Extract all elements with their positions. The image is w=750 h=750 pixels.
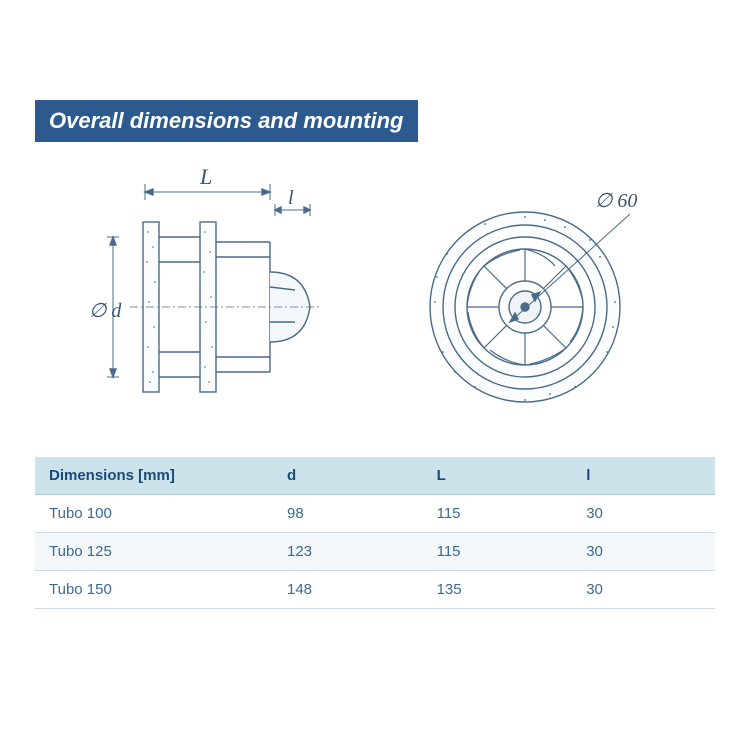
label-diameter: ∅ 60 <box>595 190 637 212</box>
label-d: ∅ d <box>89 300 122 322</box>
cell-name: Tubo 100 <box>35 495 273 533</box>
cell-l: 30 <box>572 533 715 571</box>
cell-L: 135 <box>423 571 573 609</box>
cell-name: Tubo 150 <box>35 571 273 609</box>
table-row: Tubo 100 98 115 30 <box>35 495 715 533</box>
side-view-diagram: L l ∅ d <box>75 162 355 427</box>
col-header-d: d <box>273 457 423 495</box>
cell-d: 98 <box>273 495 423 533</box>
cell-d: 148 <box>273 571 423 609</box>
label-L: L <box>199 164 212 189</box>
cell-d: 123 <box>273 533 423 571</box>
front-view-diagram: ∅ 60 <box>395 162 675 427</box>
section-title: Overall dimensions and mounting <box>35 100 418 142</box>
cell-l: 30 <box>572 495 715 533</box>
cell-L: 115 <box>423 495 573 533</box>
table-header-row: Dimensions [mm] d L l <box>35 457 715 495</box>
col-header-L: L <box>423 457 573 495</box>
label-l: l <box>288 187 294 209</box>
cell-l: 30 <box>572 571 715 609</box>
table-row: Tubo 150 148 135 30 <box>35 571 715 609</box>
dimensions-table: Dimensions [mm] d L l Tubo 100 98 115 30… <box>35 457 715 609</box>
cell-L: 115 <box>423 533 573 571</box>
col-header-l: l <box>572 457 715 495</box>
technical-diagrams: L l ∅ d <box>35 162 715 427</box>
col-header-name: Dimensions [mm] <box>35 457 273 495</box>
table-row: Tubo 125 123 115 30 <box>35 533 715 571</box>
cell-name: Tubo 125 <box>35 533 273 571</box>
